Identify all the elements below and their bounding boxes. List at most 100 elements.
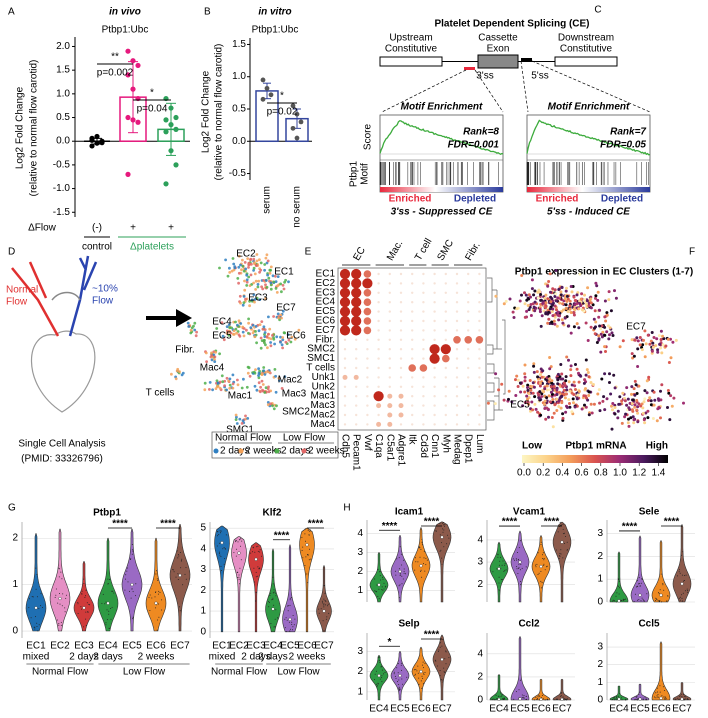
- cell: [232, 329, 236, 333]
- cell: [564, 289, 568, 293]
- cell-dot: [420, 570, 422, 572]
- cell-dot: [294, 618, 296, 620]
- cell: [539, 324, 543, 328]
- cell: [248, 374, 252, 378]
- cell: [523, 302, 527, 306]
- cell: [603, 408, 607, 412]
- cell: [643, 329, 647, 333]
- label: Motif: [360, 163, 371, 185]
- cell-dot: [220, 565, 222, 567]
- expression-dot: [411, 301, 414, 304]
- expression-dot: [455, 348, 459, 351]
- cell-dot: [418, 546, 420, 548]
- cell-dot: [423, 672, 425, 674]
- cell: [548, 388, 552, 392]
- cell-dot: [415, 557, 416, 559]
- expression-dot: [433, 310, 436, 313]
- enrichment-curve: [526, 119, 651, 156]
- cell: [554, 292, 558, 296]
- guide: [531, 60, 651, 113]
- cell-dot: [287, 605, 289, 607]
- cell: [523, 372, 527, 376]
- cell: [543, 387, 547, 391]
- x-tick-label: EC4: [489, 704, 509, 715]
- cell: [272, 315, 275, 318]
- cell: [537, 377, 540, 381]
- cell-dot: [275, 595, 277, 597]
- cell-dot: [184, 573, 186, 575]
- cell: [593, 326, 596, 330]
- flow-label: (-): [92, 223, 102, 234]
- cell: [577, 307, 581, 311]
- expression-dot: [433, 395, 436, 398]
- cell-dot: [400, 574, 402, 576]
- expression-dot: [399, 366, 403, 370]
- cell: [550, 379, 554, 383]
- cell-dot: [560, 524, 562, 526]
- expression-dot: [351, 325, 362, 336]
- cell: [621, 391, 625, 395]
- cell-dot: [378, 598, 380, 600]
- cell-dot: [323, 585, 325, 587]
- cell: [284, 340, 288, 344]
- cell: [289, 340, 293, 344]
- cell-dot: [625, 598, 626, 600]
- cell-dot: [61, 605, 63, 607]
- cell: [258, 258, 261, 262]
- cell-dot: [158, 616, 160, 618]
- cell: [243, 279, 246, 283]
- cell: [262, 366, 266, 369]
- expression-dot: [422, 423, 425, 426]
- cell-dot: [157, 619, 159, 621]
- expression-dot: [411, 310, 414, 313]
- cell: [592, 402, 596, 406]
- expression-dot: [339, 287, 351, 298]
- cell: [627, 424, 631, 428]
- cell-dot: [620, 697, 622, 699]
- expression-dot: [411, 338, 414, 341]
- cell-dot: [423, 557, 425, 559]
- cell: [666, 406, 669, 409]
- data-point: [298, 119, 304, 125]
- cell: [283, 375, 287, 378]
- cell: [633, 405, 637, 409]
- cell-dot: [562, 557, 564, 559]
- cell-dot: [56, 619, 58, 621]
- cell: [235, 422, 239, 425]
- label: Enriched: [536, 194, 579, 205]
- violin: [369, 655, 389, 701]
- cell-dot: [87, 611, 89, 612]
- cell-dot: [421, 538, 423, 540]
- cell-dot: [681, 554, 682, 556]
- cell: [245, 278, 249, 282]
- violin-median: [398, 569, 402, 574]
- y-tick-label: 3: [357, 646, 363, 657]
- expression-dot: [388, 301, 391, 304]
- cell: [516, 385, 520, 388]
- expression-dot: [377, 357, 380, 360]
- expression-dot: [467, 423, 470, 426]
- cell: [277, 316, 280, 320]
- cell: [267, 332, 270, 336]
- cell: [527, 297, 531, 301]
- y-tick-label: 0: [597, 695, 603, 706]
- cell-dot: [301, 550, 303, 551]
- cell-dot: [253, 567, 255, 569]
- cell: [533, 309, 537, 313]
- cell: [267, 390, 271, 394]
- cell: [281, 338, 285, 342]
- cell-dot: [173, 571, 175, 573]
- cell: [266, 401, 270, 404]
- cell: [570, 391, 574, 395]
- label: Upstream: [389, 33, 432, 44]
- cell-dot: [520, 564, 522, 565]
- cell: [577, 326, 581, 330]
- expression-dot: [422, 291, 425, 294]
- expression-dot: [387, 412, 393, 418]
- cell: [227, 333, 231, 337]
- expression-dot: [343, 404, 347, 407]
- expression-dot: [355, 348, 358, 351]
- cell-dot: [682, 551, 684, 553]
- significance-stars: ****: [424, 517, 440, 528]
- cell-dot: [639, 585, 641, 587]
